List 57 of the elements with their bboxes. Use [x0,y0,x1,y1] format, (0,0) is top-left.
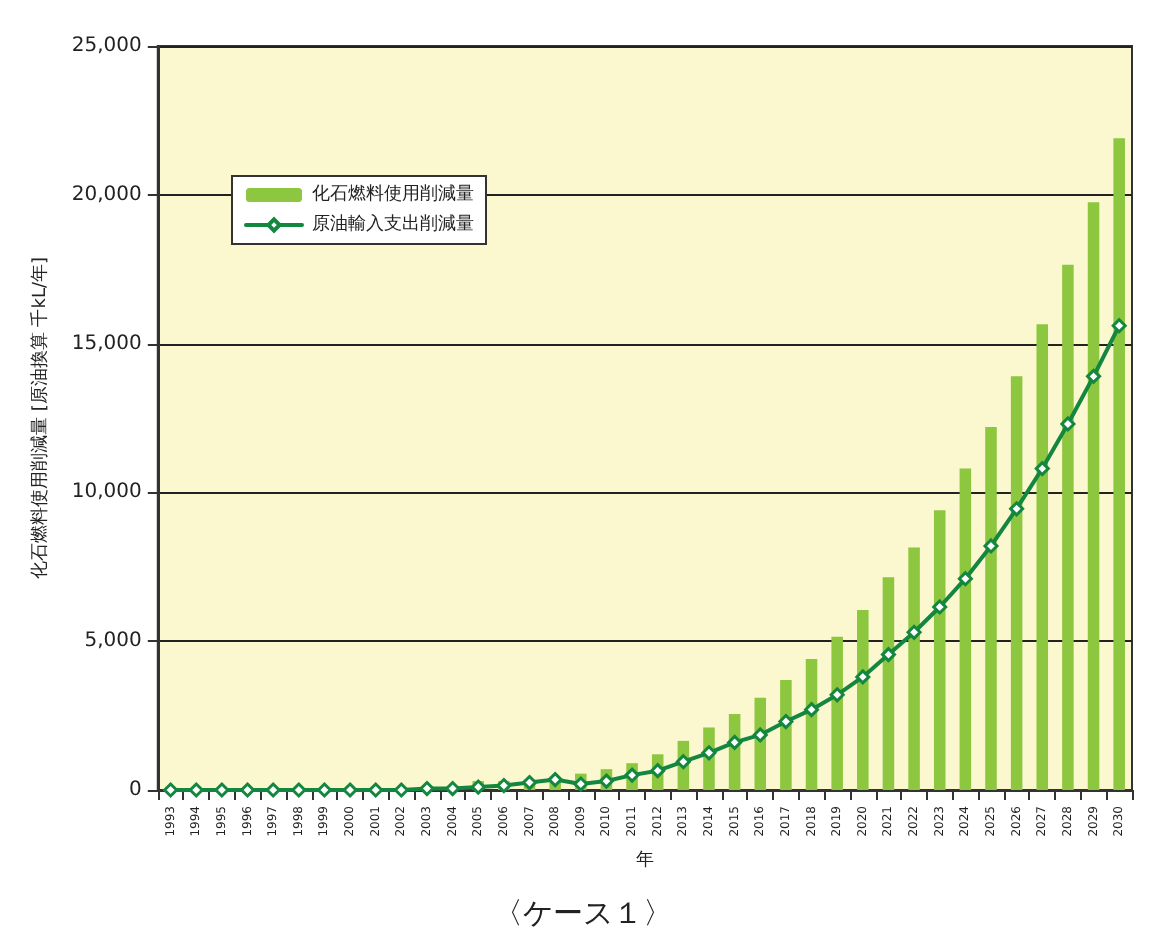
point [265,782,281,798]
bar [882,577,895,790]
legend-label: 化石燃料使用削減量 [312,183,474,205]
point [829,687,845,703]
point [419,781,435,797]
bar [1087,202,1100,790]
point [393,782,409,798]
point [1060,416,1076,432]
y-tick-label: 25,000 [71,35,142,57]
point [1086,368,1102,384]
point [880,647,896,663]
bar [1010,376,1023,790]
point [804,702,820,718]
point [624,767,640,783]
text: 〈ケース１〉 [493,895,673,931]
point [240,782,256,798]
point [1034,461,1050,477]
bar [1036,324,1049,790]
bar [908,547,920,790]
point [214,782,230,798]
point [1009,501,1025,517]
point [957,571,973,587]
point [701,745,717,761]
point [291,782,307,798]
y-tick-label: 20,000 [71,183,142,206]
bar [1062,264,1074,790]
bar [857,609,869,790]
point [752,727,768,743]
y-tick-label: 15,000 [71,332,142,355]
y-tick-label: 10,000 [71,481,142,504]
legend-label: 原油輸入支出削減量 [312,213,474,235]
point [983,538,999,554]
point [163,782,179,798]
y-axis-title: 化石燃料使用削減量 [原油換算 千kL/年] [29,256,51,580]
point [855,669,871,685]
point [368,782,384,798]
point [727,734,743,750]
point [342,782,358,798]
point [932,599,948,615]
point [445,781,461,797]
point [906,624,922,640]
y-tick-label: 0 [129,779,142,801]
point [547,772,563,788]
bar [985,426,997,790]
x-axis-title: 年 [635,849,654,872]
y-tick-label: 5,000 [84,630,142,653]
point [470,779,486,795]
bar [831,636,843,790]
point [1111,318,1127,334]
bar [933,510,946,790]
point [778,714,794,730]
point [316,782,332,798]
bar [1113,138,1125,790]
point [188,782,204,798]
point [650,763,666,779]
bar [959,468,972,790]
point [675,754,691,770]
